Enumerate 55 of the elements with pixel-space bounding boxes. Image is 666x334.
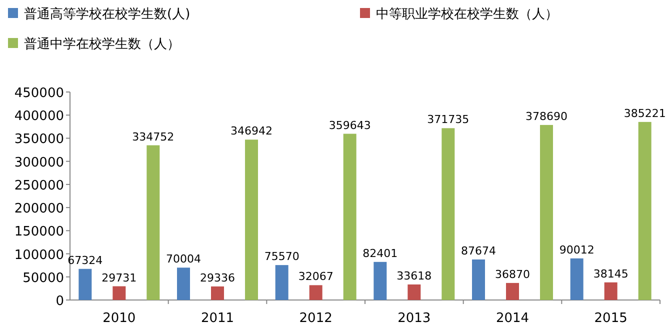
x-tick-label: 2010 — [102, 311, 136, 326]
y-tick-label: 0 — [56, 294, 64, 309]
data-label: 33618 — [396, 269, 432, 282]
bar — [146, 145, 160, 300]
bar — [638, 122, 652, 300]
data-label: 29336 — [200, 271, 235, 284]
data-label: 87674 — [461, 244, 496, 258]
data-label: 90012 — [559, 243, 594, 256]
bar — [309, 285, 322, 300]
bar — [408, 284, 421, 300]
data-label: 371735 — [427, 113, 470, 126]
bar — [275, 265, 288, 300]
bar — [78, 268, 92, 300]
data-label: 359643 — [328, 118, 371, 132]
legend-label: 普通高等学校在校学生数(人) — [24, 6, 190, 22]
data-label: 38145 — [593, 267, 628, 280]
data-label: 29731 — [102, 271, 137, 284]
y-tick-label: 400000 — [14, 109, 64, 124]
bar — [442, 128, 455, 300]
legend-label: 普通中学在校学生数（人） — [24, 36, 180, 52]
bar — [472, 259, 485, 300]
bar — [570, 258, 584, 300]
bar — [506, 282, 519, 300]
bar — [343, 134, 356, 300]
y-tick-label: 150000 — [14, 224, 64, 240]
data-label: 75570 — [264, 250, 300, 264]
x-tick-label: 2015 — [594, 311, 628, 326]
data-label: 385221 — [624, 106, 666, 120]
y-tick-label: 250000 — [14, 178, 64, 194]
data-label: 70004 — [166, 252, 201, 266]
bar — [177, 268, 190, 300]
y-tick-label: 200000 — [14, 202, 64, 217]
y-tick-label: 350000 — [14, 132, 64, 148]
x-tick-label: 2013 — [398, 311, 431, 326]
data-label: 36870 — [495, 268, 530, 281]
data-label: 32067 — [298, 270, 334, 284]
data-label: 378690 — [526, 110, 568, 123]
x-tick-label: 2011 — [200, 311, 234, 326]
data-label: 334752 — [132, 130, 174, 144]
y-tick-label: 50000 — [22, 270, 64, 286]
y-tick-label: 300000 — [14, 155, 64, 170]
data-label: 346942 — [230, 124, 272, 138]
bar — [604, 282, 618, 300]
bar — [112, 286, 126, 300]
data-label: 82401 — [362, 246, 398, 260]
legend-label: 中等职业学校在校学生数（人） — [376, 7, 558, 22]
bar — [540, 124, 553, 300]
data-label: 67324 — [68, 254, 103, 267]
y-tick-label: 450000 — [14, 86, 64, 101]
x-tick-label: 2014 — [496, 311, 530, 326]
x-tick-label: 2012 — [299, 311, 332, 326]
bar — [245, 140, 258, 300]
y-tick-label: 100000 — [14, 248, 64, 263]
bar — [211, 286, 224, 300]
bar — [374, 262, 387, 300]
